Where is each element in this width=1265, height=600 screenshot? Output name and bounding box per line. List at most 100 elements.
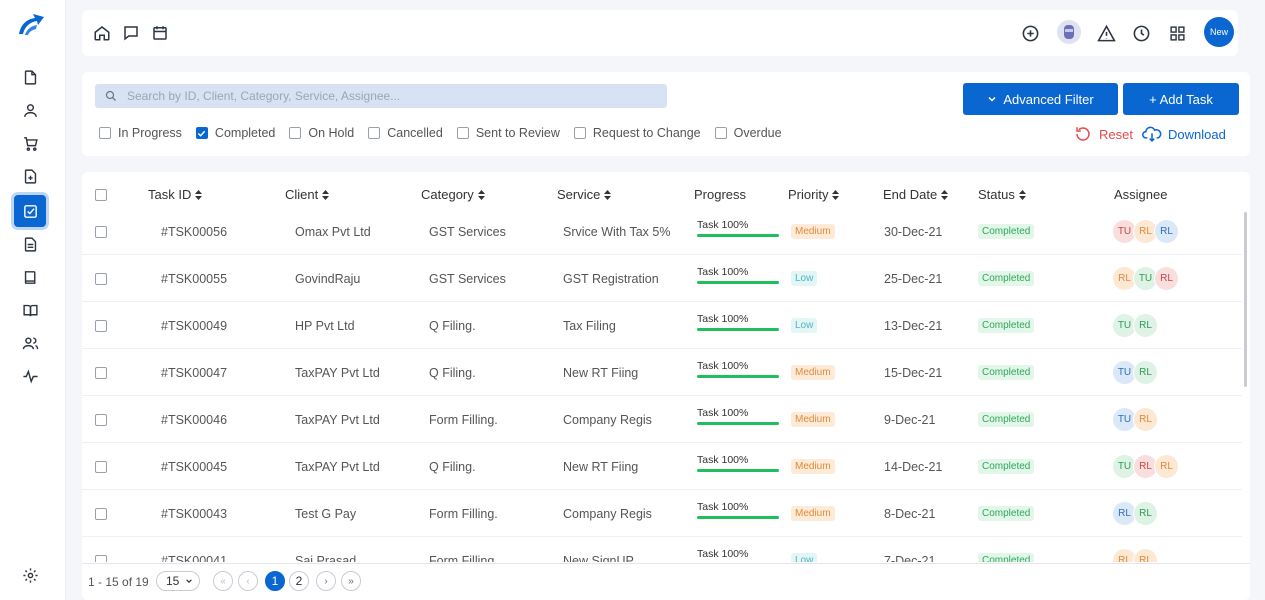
task-id[interactable]: #TSK00043 [161, 507, 228, 521]
row-checkbox[interactable] [95, 555, 107, 562]
row-checkbox[interactable] [95, 226, 107, 238]
filter-overdue[interactable]: Overdue [714, 126, 782, 140]
row-checkbox[interactable] [95, 414, 107, 426]
tasks-icon[interactable] [14, 195, 46, 227]
clock-icon[interactable] [1129, 21, 1153, 45]
assignee-avatar[interactable]: TU [1112, 454, 1137, 479]
chat-icon[interactable] [119, 21, 143, 45]
assignee-avatar[interactable]: RL [1133, 548, 1158, 562]
task-id[interactable]: #TSK00045 [161, 460, 228, 474]
filter-sent-to-review[interactable]: Sent to Review [456, 126, 560, 140]
document-icon[interactable] [14, 61, 46, 93]
column-task-id[interactable]: Task ID [148, 187, 203, 202]
advanced-filter-button[interactable]: Advanced Filter [963, 83, 1118, 115]
column-service[interactable]: Service [557, 187, 612, 202]
search-input[interactable] [127, 89, 647, 103]
table-row[interactable]: #TSK00047 TaxPAY Pvt Ltd Q Filing. New RT F… [82, 349, 1242, 396]
file-text-icon[interactable] [14, 228, 46, 260]
column-client[interactable]: Client [285, 187, 330, 202]
priority-badge: Medium [791, 365, 835, 380]
calendar-icon[interactable] [148, 21, 172, 45]
assignee-avatar[interactable]: TU [1112, 219, 1137, 244]
checkbox-checked[interactable] [195, 127, 208, 139]
user-icon[interactable] [14, 94, 46, 126]
settings-icon[interactable] [14, 559, 46, 591]
assignee-avatar[interactable]: RL [1133, 313, 1158, 338]
book-icon[interactable] [14, 261, 46, 293]
checkbox[interactable] [573, 127, 586, 139]
filter-cancelled[interactable]: Cancelled [368, 126, 443, 140]
end-date: 30-Dec-21 [884, 225, 943, 239]
download-button[interactable]: Download [1142, 125, 1226, 143]
task-id[interactable]: #TSK00055 [161, 272, 228, 286]
assistant-avatar-icon[interactable] [1057, 20, 1081, 44]
row-checkbox[interactable] [95, 367, 107, 379]
filter-request-to-change[interactable]: Request to Change [573, 126, 701, 140]
reset-button[interactable]: Reset [1074, 125, 1133, 143]
activity-icon[interactable] [14, 360, 46, 392]
warning-icon[interactable] [1094, 21, 1118, 45]
select-all-checkbox[interactable] [95, 189, 107, 201]
filter-completed[interactable]: Completed [195, 126, 275, 140]
task-id[interactable]: #TSK00046 [161, 413, 228, 427]
column-priority[interactable]: Priority [788, 187, 840, 202]
page-button-1[interactable]: 1 [265, 571, 285, 591]
user-avatar[interactable]: New [1204, 17, 1234, 47]
add-task-button[interactable]: + Add Task [1123, 83, 1239, 115]
checkbox[interactable] [368, 127, 381, 139]
row-checkbox[interactable] [95, 461, 107, 473]
table-row[interactable]: #TSK00041 Sai Prasad Form Filling. New Sign… [82, 537, 1242, 562]
checkbox[interactable] [99, 127, 111, 139]
page-button-2[interactable]: 2 [289, 571, 309, 591]
assignee-avatar[interactable]: RL [1133, 407, 1158, 432]
next-page-button[interactable]: › [316, 571, 336, 591]
vertical-scrollbar[interactable] [1244, 212, 1247, 387]
home-icon[interactable] [90, 21, 114, 45]
assignee-avatar[interactable]: RL [1154, 454, 1179, 479]
table-row[interactable]: #TSK00045 TaxPAY Pvt Ltd Q Filing. New RT F… [82, 443, 1242, 490]
assignee-avatar[interactable]: RL [1133, 501, 1158, 526]
previous-page-button[interactable]: ‹ [238, 571, 258, 591]
assignee-avatar[interactable]: TU [1133, 266, 1158, 291]
row-checkbox[interactable] [95, 320, 107, 332]
progress-label: Task 100% [697, 407, 749, 419]
checkbox[interactable] [456, 127, 469, 139]
column-status[interactable]: Status [978, 187, 1026, 202]
assignee-avatar[interactable]: RL [1154, 219, 1179, 244]
add-document-icon[interactable] [14, 160, 46, 192]
filter-in-progress[interactable]: In Progress [99, 126, 182, 140]
table-row[interactable]: #TSK00046 TaxPAY Pvt Ltd Form Filling. Comp… [82, 396, 1242, 443]
sort-icon [322, 189, 330, 200]
row-checkbox[interactable] [95, 508, 107, 520]
table-row[interactable]: #TSK00049 HP Pvt Ltd Q Filing. Tax Filing Ta… [82, 302, 1242, 349]
last-page-button[interactable]: » [341, 571, 361, 591]
assignee-avatar[interactable]: RL [1133, 219, 1158, 244]
column-end-date[interactable]: End Date [883, 187, 949, 202]
open-book-icon[interactable] [14, 294, 46, 326]
first-page-button[interactable]: « [213, 571, 233, 591]
assignee-avatar[interactable]: RL [1133, 360, 1158, 385]
column-category[interactable]: Category [421, 187, 485, 202]
task-id[interactable]: #TSK00041 [161, 554, 228, 562]
assignee-avatar[interactable]: RL [1154, 266, 1179, 291]
app-logo[interactable] [17, 12, 47, 38]
cart-icon[interactable] [14, 127, 46, 159]
filter-on-hold[interactable]: On Hold [289, 126, 354, 140]
apps-grid-icon[interactable] [1165, 21, 1189, 45]
table-row[interactable]: #TSK00055 GovindRaju GST Services GST Regis… [82, 255, 1242, 302]
table-row[interactable]: #TSK00043 Test G Pay Form Filling. Company … [82, 490, 1242, 537]
assignee-avatars: TU RL [1112, 407, 1158, 432]
assignee-avatar[interactable]: TU [1112, 360, 1137, 385]
task-id[interactable]: #TSK00047 [161, 366, 228, 380]
table-row[interactable]: #TSK00056 Omax Pvt Ltd GST Services Srvice … [82, 208, 1242, 255]
sort-icon [1018, 189, 1026, 200]
assignee-avatar[interactable]: RL [1112, 266, 1137, 291]
page-size-select[interactable]: 15 [156, 571, 200, 591]
task-id[interactable]: #TSK00056 [161, 225, 228, 239]
row-checkbox[interactable] [95, 273, 107, 285]
users-icon[interactable] [14, 327, 46, 359]
checkbox[interactable] [289, 127, 302, 139]
checkbox[interactable] [714, 127, 727, 139]
add-circle-icon[interactable] [1018, 21, 1042, 45]
task-id[interactable]: #TSK00049 [161, 319, 228, 333]
